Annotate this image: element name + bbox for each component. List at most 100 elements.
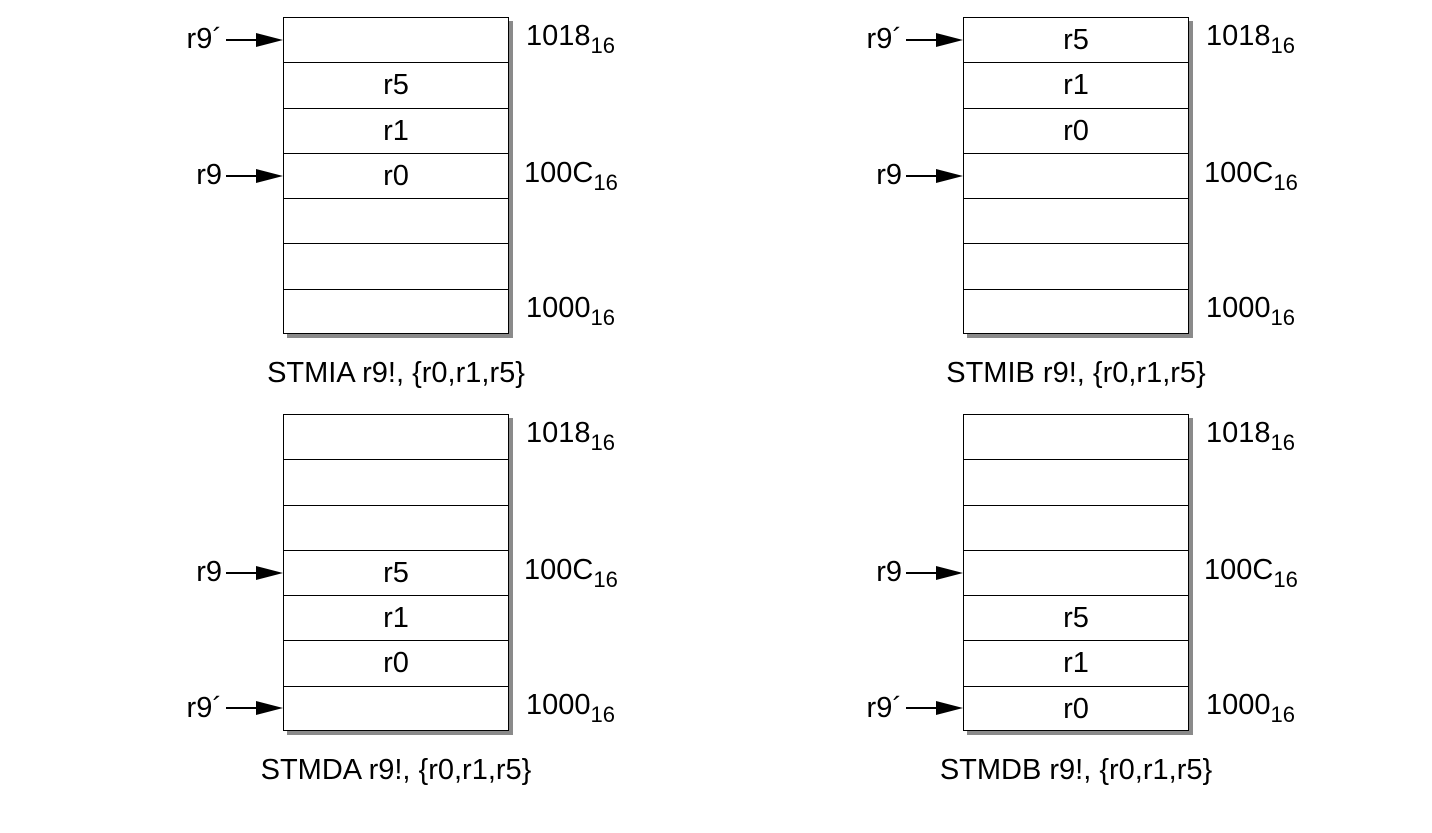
address-value: 1000 — [1206, 292, 1271, 324]
address-label-top: 101816 — [526, 20, 615, 57]
pointer-r9-prime: r9´ — [170, 691, 283, 724]
address-value: 1018 — [526, 417, 591, 449]
instruction-caption: STMDA r9!, {r0,r1,r5} — [260, 754, 532, 786]
pointer-r9-prime: r9´ — [850, 691, 963, 724]
memory-cell — [284, 199, 508, 245]
address-value: 1000 — [526, 292, 591, 324]
pointer-r9-prime: r9´ — [850, 23, 963, 56]
memory-cell — [284, 506, 508, 551]
memory-stack: r5 r1 r0 — [283, 414, 509, 731]
pointer-r9: r9 — [850, 556, 963, 589]
memory-cell: r1 — [284, 109, 508, 154]
memory-cell: r5 — [964, 596, 1188, 642]
pointer-label: r9´ — [866, 691, 902, 724]
right-arrow-icon — [226, 565, 283, 581]
address-label-bottom: 100016 — [526, 292, 615, 329]
pointer-label: r9 — [196, 159, 222, 192]
stmdb-panel: r5 r1 r0 101816 100C16 100016 r9 r9´ STMDB r9!, … — [850, 397, 1370, 797]
stmda-panel: r5 r1 r0 101816 100C16 100016 r9 r9´ STMDA r9!, … — [170, 397, 690, 797]
instruction-caption: STMIB r9!, {r0,r1,r5} — [946, 357, 1206, 389]
memory-cell — [284, 415, 508, 461]
instruction-caption: STMDB r9!, {r0,r1,r5} — [939, 754, 1213, 786]
pointer-r9-prime: r9´ — [170, 23, 283, 56]
pointer-label: r9 — [876, 556, 902, 589]
memory-cell — [964, 244, 1188, 290]
address-base: 16 — [590, 33, 615, 58]
address-base: 16 — [1270, 33, 1295, 58]
memory-cell — [284, 290, 508, 335]
memory-cell — [964, 290, 1188, 335]
address-base: 16 — [590, 702, 615, 727]
address-value: 1018 — [526, 20, 591, 52]
memory-cell: r1 — [284, 596, 508, 642]
address-base: 16 — [593, 567, 618, 592]
memory-cell: r1 — [964, 63, 1188, 109]
memory-cell — [964, 551, 1188, 597]
right-arrow-icon — [906, 700, 963, 716]
address-label-top: 101816 — [1206, 417, 1295, 454]
right-arrow-icon — [906, 565, 963, 581]
address-value: 100C — [524, 157, 594, 189]
memory-cell — [964, 460, 1188, 506]
address-value: 100C — [524, 554, 594, 586]
stmia-panel: r5 r1 r0 101816 100C16 100016 r9´ r9 STMIA r9!, … — [170, 0, 690, 400]
address-value: 1018 — [1206, 417, 1271, 449]
address-value: 100C — [1204, 157, 1274, 189]
memory-cell — [284, 244, 508, 290]
instruction-caption: STMIA r9!, {r0,r1,r5} — [267, 357, 525, 389]
address-label-mid: 100C16 — [524, 157, 618, 194]
memory-cell — [284, 460, 508, 506]
address-value: 1000 — [526, 689, 591, 721]
right-arrow-icon — [906, 168, 963, 184]
memory-cell: r1 — [964, 641, 1188, 687]
pointer-r9: r9 — [850, 159, 963, 192]
address-label-bottom: 100016 — [526, 689, 615, 726]
memory-stack: r5 r1 r0 — [963, 17, 1189, 334]
memory-cell — [964, 506, 1188, 551]
address-base: 16 — [590, 430, 615, 455]
right-arrow-icon — [226, 700, 283, 716]
right-arrow-icon — [906, 32, 963, 48]
address-label-mid: 100C16 — [1204, 554, 1298, 591]
pointer-r9: r9 — [170, 159, 283, 192]
memory-cell — [964, 199, 1188, 245]
memory-cell — [964, 154, 1188, 200]
pointer-r9: r9 — [170, 556, 283, 589]
memory-cell: r5 — [964, 18, 1188, 64]
pointer-label: r9 — [876, 159, 902, 192]
memory-stack: r5 r1 r0 — [283, 17, 509, 334]
address-value: 100C — [1204, 554, 1274, 586]
memory-cell — [284, 18, 508, 64]
pointer-label: r9´ — [186, 23, 222, 56]
pointer-label: r9´ — [866, 23, 902, 56]
address-value: 1018 — [1206, 20, 1271, 52]
address-label-bottom: 100016 — [1206, 292, 1295, 329]
memory-cell: r5 — [284, 63, 508, 109]
memory-cell: r0 — [1063, 692, 1089, 725]
memory-cell: r0 — [284, 641, 508, 687]
address-base: 16 — [1270, 305, 1295, 330]
address-label-mid: 100C16 — [1204, 157, 1298, 194]
right-arrow-icon — [226, 32, 283, 48]
address-base: 16 — [1270, 430, 1295, 455]
address-base: 16 — [1273, 567, 1298, 592]
address-label-top: 101816 — [526, 417, 615, 454]
address-label-top: 101816 — [1206, 20, 1295, 57]
memory-cell: r0 — [284, 154, 508, 200]
address-base: 16 — [1270, 702, 1295, 727]
address-base: 16 — [590, 305, 615, 330]
memory-cell — [964, 415, 1188, 461]
memory-cell: r0 — [964, 109, 1188, 154]
memory-stack: r5 r1 r0 — [963, 414, 1189, 731]
pointer-label: r9´ — [186, 691, 222, 724]
address-value: 1000 — [1206, 689, 1271, 721]
pointer-label: r9 — [196, 556, 222, 589]
address-base: 16 — [1273, 170, 1298, 195]
address-label-bottom: 100016 — [1206, 689, 1295, 726]
address-base: 16 — [593, 170, 618, 195]
right-arrow-icon — [226, 168, 283, 184]
memory-cell — [284, 687, 508, 732]
memory-cell: r5 — [284, 551, 508, 597]
address-label-mid: 100C16 — [524, 554, 618, 591]
stmib-panel: r5 r1 r0 101816 100C16 100016 r9´ r9 STMIB r9!, … — [850, 0, 1370, 400]
